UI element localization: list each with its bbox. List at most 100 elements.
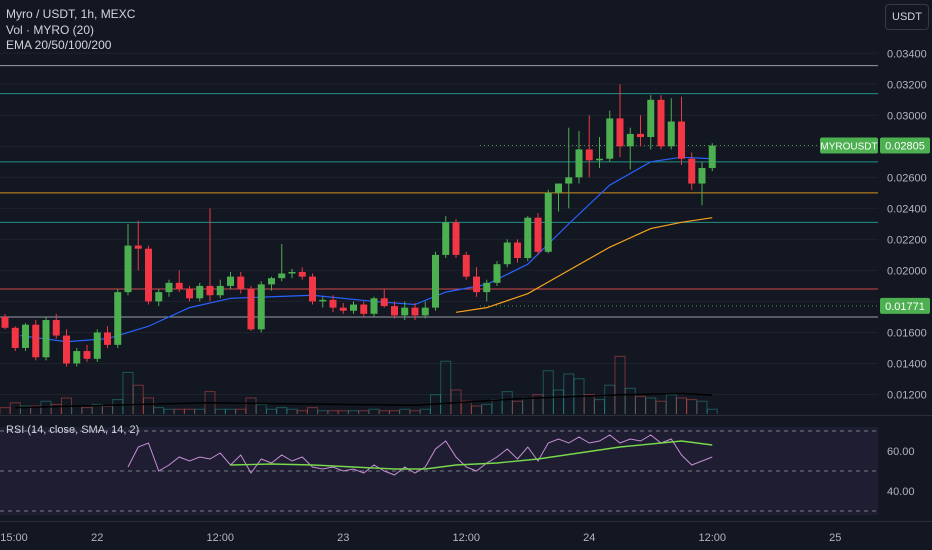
candle: [534, 213, 542, 255]
symbol-price-tag-text: MYROUSDT: [820, 142, 877, 153]
candle-body: [63, 335, 70, 364]
volume-ema-line: [15, 392, 713, 409]
time-tick-label: 12:00: [698, 532, 726, 544]
candle: [370, 296, 378, 317]
candle: [503, 239, 511, 268]
candle-body: [596, 158, 603, 161]
price-tag: [880, 297, 930, 314]
candle-body: [73, 351, 81, 364]
price-tick-label: 0.02200: [887, 234, 927, 246]
rsi-legend[interactable]: RSI (14, close, SMA, 14, 2): [6, 424, 140, 436]
candle: [42, 316, 50, 361]
candle-body: [288, 271, 296, 274]
time-tick-label: 22: [91, 532, 103, 544]
rsi-pane: [0, 416, 878, 520]
volume-bar: [132, 384, 144, 414]
legend-symbol[interactable]: Myro / USDT, 1h, MEXC: [6, 7, 136, 21]
candle: [678, 96, 685, 165]
volume-bars: [0, 355, 718, 414]
candle: [339, 302, 347, 314]
candle: [83, 344, 91, 362]
volume-bar: [327, 410, 339, 414]
volume-bar: [460, 400, 472, 414]
volume-bar: [214, 408, 226, 414]
candle: [411, 302, 419, 321]
legend-volume[interactable]: Vol · MYRO (20): [6, 22, 95, 37]
volume-bar: [184, 408, 195, 414]
legend-ema[interactable]: EMA 20/50/100/200: [6, 38, 112, 52]
candle-body: [104, 332, 111, 345]
time-axis[interactable]: 15:00 22 12:00 23 12:00 24 12:00 25: [0, 521, 932, 545]
candle-body: [227, 276, 234, 286]
candle: [442, 216, 450, 258]
candle: [544, 189, 552, 254]
volume-bar: [348, 410, 359, 414]
currency-button[interactable]: USDT: [885, 4, 929, 30]
volume-bar: [266, 408, 277, 414]
candle-body: [196, 285, 204, 299]
candle-body: [52, 320, 60, 336]
price-tag: [880, 137, 930, 154]
time-tick-label: 24: [583, 532, 595, 544]
volume-bar: [173, 408, 185, 414]
volume-bar: [542, 370, 554, 414]
volume-bar: [624, 387, 636, 414]
time-tick-label: 12:00: [206, 532, 234, 544]
volume-bar: [512, 400, 523, 414]
candle-body: [175, 282, 183, 290]
volume-bar: [122, 371, 134, 414]
candle-body: [421, 307, 429, 316]
candle-body: [565, 177, 573, 184]
volume-bar: [389, 410, 400, 414]
volume-bar: [532, 394, 544, 414]
price-tick-label: 0.02400: [887, 203, 927, 215]
candle: [329, 295, 337, 313]
volume-bar: [307, 407, 318, 414]
candle-body: [124, 245, 132, 293]
candle-body: [667, 121, 675, 147]
candle-body: [493, 264, 501, 283]
candle-body: [544, 192, 552, 252]
candle: [268, 276, 275, 291]
candle: [401, 301, 409, 321]
price-tick-label: 0.03400: [887, 48, 927, 60]
volume-bar: [399, 408, 411, 414]
candle-body: [432, 254, 439, 308]
candle-body: [534, 217, 542, 252]
volume-bar: [378, 410, 390, 414]
volume-bar: [440, 360, 452, 414]
candle: [11, 326, 19, 352]
candle: [145, 245, 152, 305]
chart-legend: Myro / USDT, 1h, MEXC Vol · MYRO (20) EM…: [6, 7, 135, 54]
candle: [186, 285, 193, 302]
candle: [380, 289, 388, 308]
candle-body: [616, 118, 624, 147]
candle: [616, 84, 624, 158]
volume-bar: [337, 410, 349, 414]
candle: [309, 273, 316, 305]
price-axis[interactable]: 0.034000.032000.030000.028000.026000.024…: [820, 48, 930, 498]
volume-bar: [594, 399, 605, 414]
candle: [73, 347, 81, 367]
volume-bar: [153, 407, 165, 414]
candle-body: [309, 276, 316, 302]
volume-bar: [102, 405, 113, 414]
candle-body: [1, 316, 9, 328]
candle-body: [247, 289, 255, 330]
time-tick-label: 25: [829, 532, 841, 544]
candle: [452, 219, 460, 258]
volume-bar: [419, 408, 431, 414]
volume-bar: [358, 410, 370, 414]
candle-body: [442, 222, 450, 255]
price-tick-label: 0.01400: [887, 358, 927, 370]
candle-body: [360, 304, 368, 314]
candle: [165, 279, 173, 297]
candle: [93, 329, 101, 362]
candle: [237, 271, 245, 294]
candle-body: [380, 298, 388, 307]
symbol-price-tag: [820, 137, 878, 154]
candle-body: [401, 307, 409, 316]
candle: [462, 251, 470, 280]
candle-body: [114, 292, 122, 345]
